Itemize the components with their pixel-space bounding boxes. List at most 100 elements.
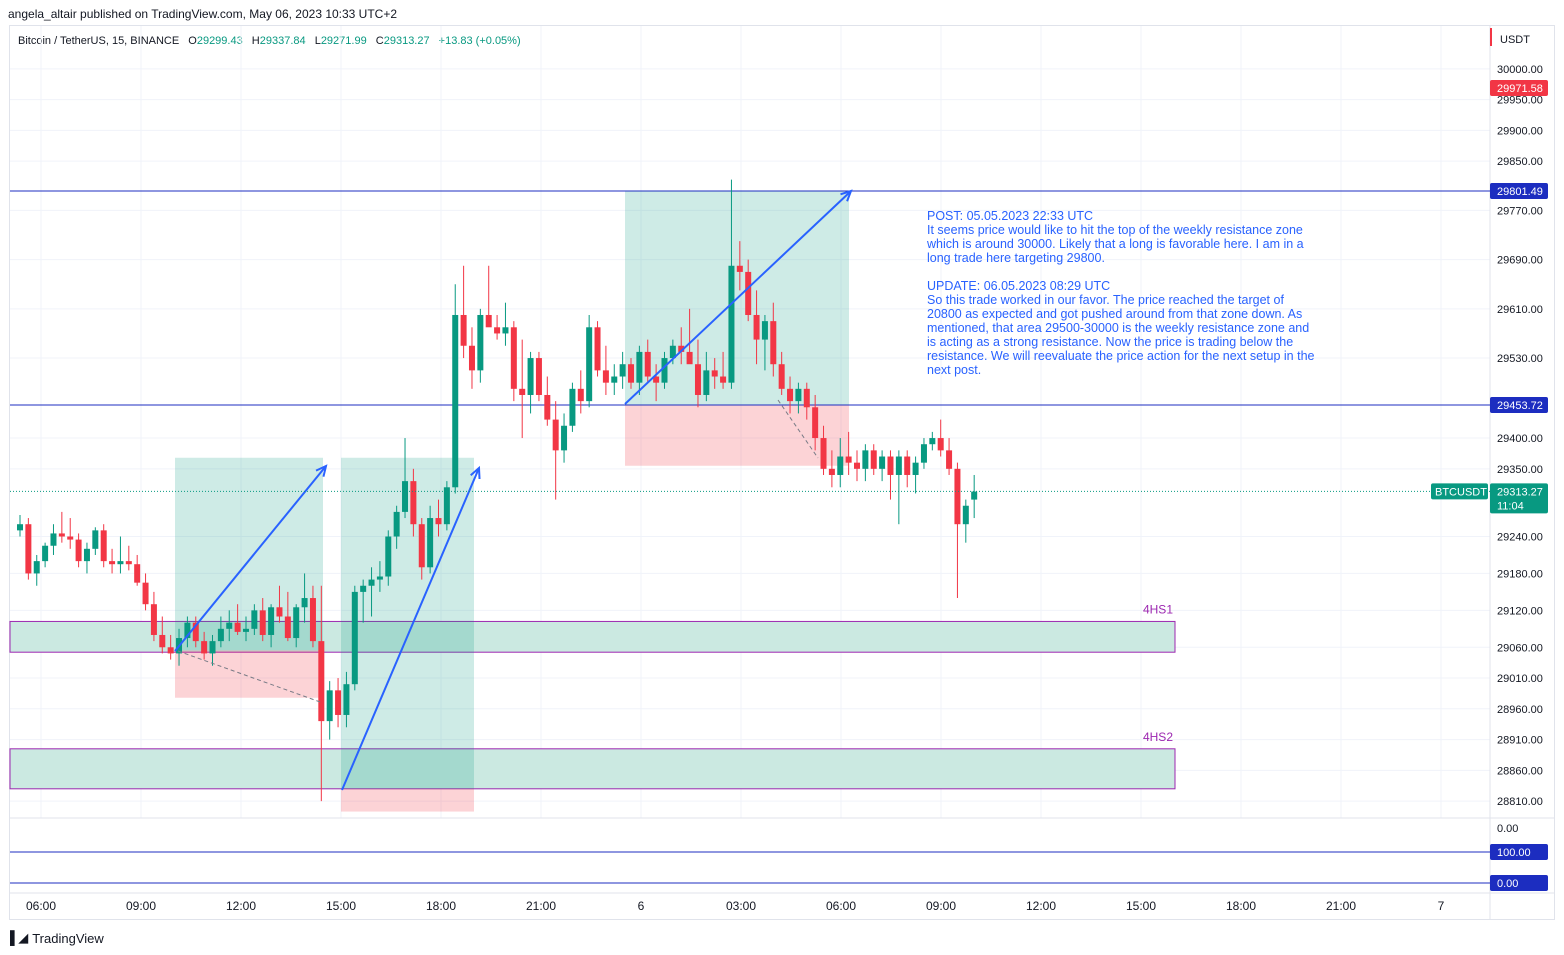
candle-body (100, 530, 107, 562)
candle (226, 610, 233, 642)
candle (586, 314, 593, 408)
price-tick: 29350.00 (1497, 464, 1543, 476)
candle-body (301, 598, 308, 608)
open-label: O (188, 35, 197, 47)
long-arrow-1 (174, 464, 328, 652)
candle (326, 681, 333, 740)
last-price-badge: 29313.27 11:04 BTCUSDT (1431, 483, 1548, 514)
candle-body (17, 524, 23, 531)
candle (887, 450, 894, 500)
candle (895, 450, 902, 525)
price-tick: 29690.00 (1497, 255, 1543, 267)
candle (167, 634, 174, 660)
candle-body (418, 524, 425, 568)
candle (736, 241, 743, 291)
candle (929, 431, 936, 451)
candle-body (879, 456, 886, 469)
time-tick: 15:00 (1126, 899, 1156, 913)
currency-label[interactable]: USDT (1500, 34, 1530, 46)
candle-body (201, 641, 208, 654)
candle (33, 554, 40, 586)
candle-body (828, 468, 835, 475)
price-tick: 29900.00 (1497, 125, 1543, 137)
candle-body (644, 351, 651, 377)
arrow-head (470, 465, 481, 480)
candle-body (703, 370, 710, 395)
candle (636, 345, 643, 395)
candle (619, 351, 626, 389)
tradingview-brand[interactable]: ▌◢ TradingView (10, 930, 104, 946)
long-arrow-3 (624, 189, 853, 405)
position-stop-zone (625, 405, 849, 466)
candle (209, 634, 216, 666)
candle (494, 314, 501, 340)
candle (678, 327, 685, 365)
symbol-title[interactable]: Bitcoin / TetherUS, 15, BINANCE (18, 35, 180, 47)
candle-body (117, 561, 124, 565)
candle (611, 364, 618, 395)
position-profit-zone (341, 457, 474, 789)
time-tick: 6 (638, 899, 645, 913)
candle (75, 533, 82, 568)
candle (100, 524, 107, 568)
candle (109, 548, 116, 574)
candle-body (75, 539, 82, 562)
candle (879, 450, 886, 482)
time-tick: 06:00 (826, 899, 856, 913)
candle-body (502, 327, 509, 334)
candle (318, 585, 325, 802)
candle-body (268, 607, 275, 635)
candle-body (602, 370, 609, 383)
level-price-badge: 29801.49 (1490, 183, 1548, 199)
candle (343, 671, 350, 728)
candle (711, 358, 718, 389)
candle (937, 419, 944, 457)
position-profit-zone (175, 457, 323, 651)
candle (962, 499, 969, 543)
candle-body (837, 456, 844, 475)
candle-body (58, 533, 65, 537)
candle-body (217, 628, 224, 642)
candle (276, 585, 283, 623)
candle (217, 616, 224, 648)
trade-note[interactable]: POST: 05.05.2023 22:33 UTC It seems pric… (927, 209, 1317, 377)
time-tick: 7 (1438, 899, 1445, 913)
arrow-shaft (174, 465, 327, 652)
candle (251, 604, 258, 635)
candle-body (535, 358, 542, 395)
candle-body (678, 345, 685, 352)
high-label: H (251, 35, 260, 47)
candle (17, 514, 23, 537)
badge-text: 29971.58 (1497, 83, 1543, 95)
time-tick: 12:00 (226, 899, 256, 913)
candle-body (653, 376, 660, 383)
candle (142, 573, 149, 611)
candle-body (711, 370, 718, 377)
candle (25, 518, 32, 580)
candle-body (251, 610, 258, 629)
zone-label-1: 4HS1 (1143, 602, 1173, 616)
candles (17, 179, 978, 802)
low-value: 29271.99 (320, 35, 367, 47)
candle (569, 382, 576, 432)
candle-body (234, 622, 241, 632)
publisher-line: angela_altair published on TradingView.c… (8, 7, 398, 21)
arrow-shaft (341, 467, 480, 791)
indicator-badge: 100.00 (1490, 844, 1548, 860)
candle-body (50, 533, 57, 546)
candle-body (410, 481, 417, 525)
time-tick: 15:00 (326, 899, 356, 913)
symbol-badge-bg (1431, 483, 1488, 500)
badge-text: 100.00 (1497, 847, 1531, 859)
support-zone-2 (9, 748, 1176, 790)
candle-body (870, 450, 877, 469)
candle (602, 345, 609, 395)
candle-body (761, 321, 768, 340)
symbol-legend[interactable]: Bitcoin / TetherUS, 15, BINANCE O29299.4… (18, 35, 521, 47)
candle-body (778, 364, 785, 389)
path-dashed-line-1 (177, 650, 324, 704)
candle-body (368, 579, 375, 586)
candle (117, 536, 124, 574)
symbol-badge-text: BTCUSDT (1435, 486, 1487, 498)
